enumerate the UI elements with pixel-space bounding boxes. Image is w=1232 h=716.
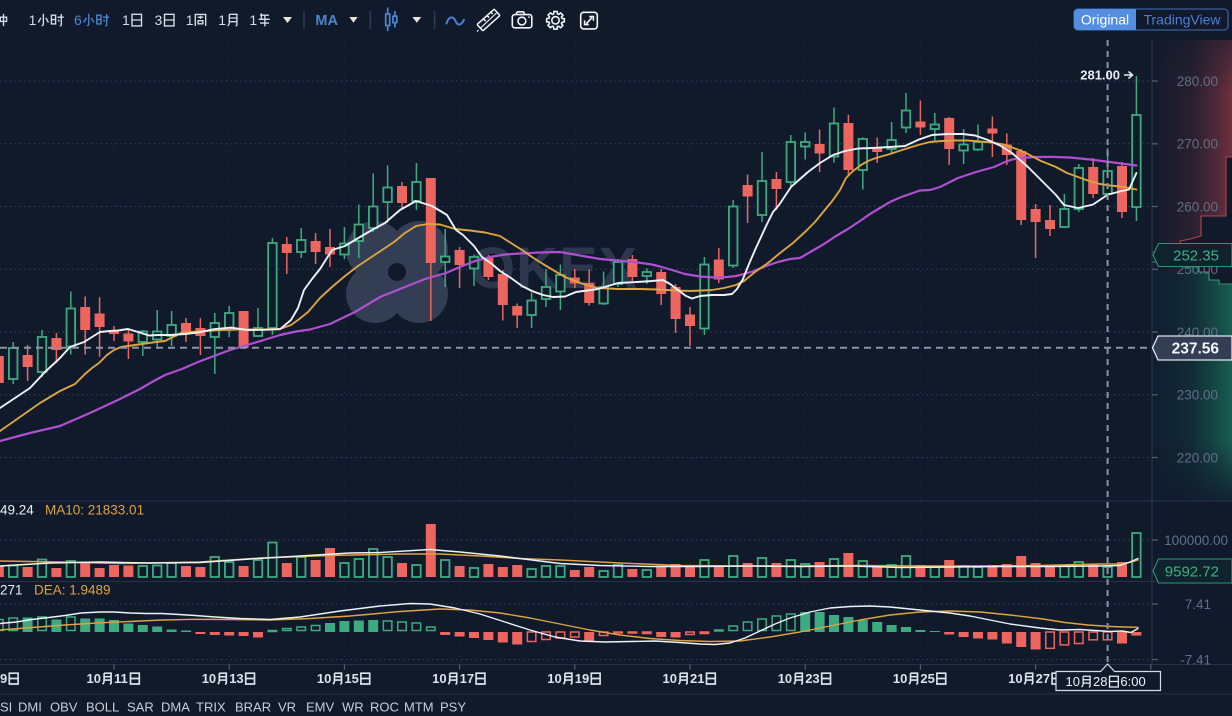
svg-text:DMA: DMA <box>161 700 190 715</box>
svg-text:237.56: 237.56 <box>1172 341 1220 358</box>
svg-text:17: 17 <box>460 671 474 686</box>
svg-text:13: 13 <box>229 671 243 686</box>
svg-text:1: 1 <box>186 12 194 28</box>
svg-text:10: 10 <box>893 671 907 686</box>
svg-text:TradingView: TradingView <box>1143 12 1221 28</box>
svg-text:BOLL: BOLL <box>86 700 119 715</box>
svg-text:SAR: SAR <box>127 700 154 715</box>
svg-text:1: 1 <box>249 12 257 28</box>
svg-text:TRIX: TRIX <box>196 700 226 715</box>
svg-text:260.00: 260.00 <box>1177 199 1218 214</box>
svg-text:9592.72: 9592.72 <box>1165 563 1219 580</box>
svg-text:27: 27 <box>1036 671 1050 686</box>
svg-text:3: 3 <box>155 12 163 28</box>
svg-text:220.00: 220.00 <box>1177 450 1218 465</box>
svg-text:PSY: PSY <box>440 700 466 715</box>
svg-text:MA: MA <box>315 13 338 29</box>
svg-text:MA10: 21833.01: MA10: 21833.01 <box>45 502 144 517</box>
svg-text:10: 10 <box>87 671 101 686</box>
svg-text:DMI: DMI <box>18 700 42 715</box>
svg-text:EMV: EMV <box>306 700 335 715</box>
svg-text:9: 9 <box>0 671 7 686</box>
svg-text:25: 25 <box>920 671 934 686</box>
svg-text:10: 10 <box>1066 674 1080 689</box>
svg-text:23: 23 <box>805 671 819 686</box>
svg-text:1: 1 <box>29 12 37 28</box>
svg-text:WR: WR <box>342 700 364 715</box>
svg-text:15: 15 <box>344 671 358 686</box>
svg-text:10: 10 <box>1008 671 1022 686</box>
svg-text:1: 1 <box>122 12 130 28</box>
svg-text:28: 28 <box>1093 674 1107 689</box>
svg-text:7.41: 7.41 <box>1185 597 1211 612</box>
svg-text:10: 10 <box>663 671 677 686</box>
svg-text:MTM: MTM <box>404 700 434 715</box>
svg-text:10: 10 <box>202 671 216 686</box>
svg-text:SI: SI <box>0 700 12 715</box>
svg-text:VR: VR <box>278 700 296 715</box>
svg-text:252.35: 252.35 <box>1173 247 1219 264</box>
svg-text:100000.00: 100000.00 <box>1164 533 1228 548</box>
svg-text:10: 10 <box>547 671 561 686</box>
svg-text:DEA: 1.9489: DEA: 1.9489 <box>34 582 111 597</box>
svg-text:21: 21 <box>690 671 704 686</box>
svg-text:270.00: 270.00 <box>1177 137 1218 152</box>
svg-text:281.00: 281.00 <box>1080 68 1120 83</box>
svg-text:BRAR: BRAR <box>235 700 271 715</box>
svg-text:19: 19 <box>575 671 589 686</box>
svg-text:6:00: 6:00 <box>1120 674 1145 689</box>
svg-text:6: 6 <box>74 12 82 28</box>
svg-text:Original: Original <box>1081 12 1129 28</box>
svg-text:10: 10 <box>778 671 792 686</box>
svg-text:OBV: OBV <box>50 700 78 715</box>
svg-text:280.00: 280.00 <box>1177 74 1218 89</box>
svg-text:271: 271 <box>0 582 23 597</box>
svg-text:-7.41: -7.41 <box>1180 652 1211 667</box>
svg-text:11: 11 <box>114 671 128 686</box>
svg-text:1: 1 <box>218 12 226 28</box>
svg-text:10: 10 <box>432 671 446 686</box>
svg-text:49.24: 49.24 <box>0 502 34 517</box>
svg-text:10: 10 <box>317 671 331 686</box>
svg-text:230.00: 230.00 <box>1177 388 1218 403</box>
svg-text:ROC: ROC <box>370 700 399 715</box>
